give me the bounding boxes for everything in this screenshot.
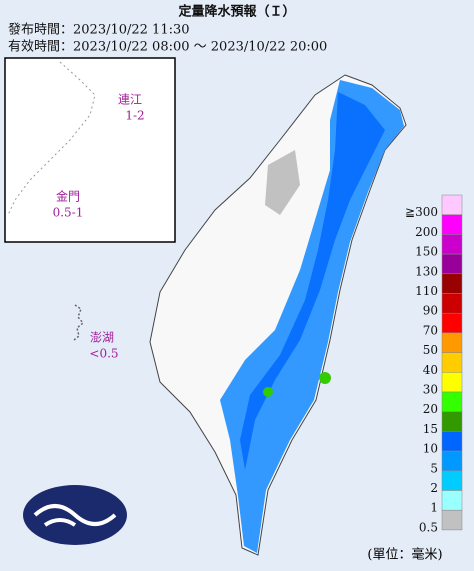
legend-swatch	[441, 490, 463, 511]
issued-time: 發布時間：2023/10/22 11:30	[8, 23, 190, 38]
island-name: 金門	[56, 189, 80, 204]
legend-label: 10	[423, 442, 438, 456]
legend-label: 130	[415, 264, 438, 278]
legend-swatch	[441, 372, 463, 393]
legend-swatch	[441, 352, 463, 373]
legend-label: 20	[423, 402, 438, 416]
legend: ≧300 200 150 130 110 90 70 50 40 30 20 15 10 5 2 1 0.5	[405, 194, 463, 534]
legend-swatch	[441, 450, 463, 472]
valid-time: 有效時間：2023/10/22 08:00 ～ 2023/10/22 20:00	[8, 40, 327, 55]
legend-swatch	[441, 234, 463, 255]
legend-swatch	[441, 253, 463, 275]
legend-label: 5	[430, 461, 438, 475]
legend-label: 200	[415, 225, 438, 239]
legend-label: 90	[423, 304, 438, 318]
legend-label: 1	[430, 501, 438, 515]
legend-label: 40	[423, 363, 438, 377]
legend-label: 70	[423, 323, 438, 337]
light-rain	[265, 150, 300, 215]
logo-mark	[33, 504, 117, 527]
inset-frame	[4, 57, 176, 243]
unit: (單位：毫米)	[367, 547, 442, 563]
legend-label: 150	[415, 245, 438, 259]
legend-swatch	[441, 470, 463, 491]
rain-cell	[319, 372, 331, 384]
legend-label: 110	[415, 284, 438, 298]
island-name: 澎湖	[90, 330, 114, 345]
legend-swatch	[441, 411, 463, 432]
rain-cell	[263, 387, 273, 397]
legend-label: 50	[423, 343, 438, 357]
legend-swatch	[441, 509, 463, 531]
legend-swatch	[441, 194, 463, 215]
legend-swatch	[441, 293, 463, 314]
legend-swatch	[441, 391, 463, 412]
legend-swatch	[441, 214, 463, 235]
legend-label: 30	[423, 383, 438, 397]
legend-swatch	[441, 431, 463, 452]
island-amount: <0.5	[89, 347, 118, 361]
legend-label: ≧300	[405, 205, 438, 219]
rain-core	[240, 92, 385, 470]
rain-area	[220, 80, 404, 553]
island-name: 連江	[118, 93, 142, 107]
title: 定量降水預報（Ｉ）	[177, 4, 295, 20]
legend-swatch	[441, 332, 463, 353]
legend-swatch	[441, 312, 463, 334]
island-amount: 0.5-1	[53, 206, 84, 220]
legend-label: 15	[423, 422, 438, 436]
island-amount: 1-2	[125, 109, 144, 123]
legend-label: 2	[430, 481, 438, 495]
china-coast	[7, 61, 96, 216]
legend-label: 0.5	[419, 520, 438, 534]
legend-swatch	[441, 273, 463, 294]
